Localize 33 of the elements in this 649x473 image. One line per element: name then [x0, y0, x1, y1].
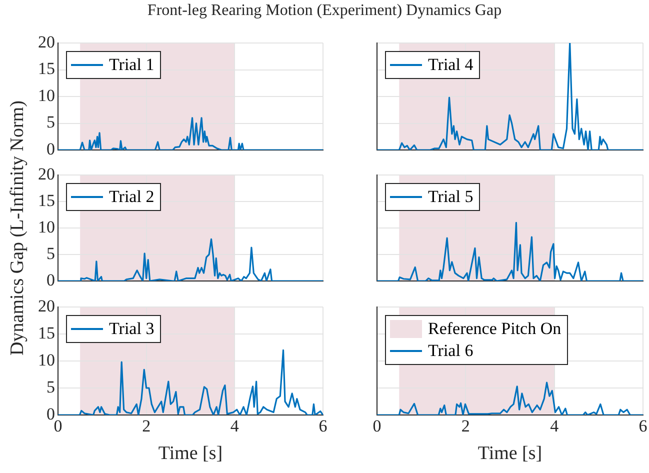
legend-label: Trial 6 — [428, 341, 474, 361]
x-axis-title: Time [s] — [157, 443, 224, 465]
y-tick-label: 20 — [38, 164, 55, 184]
x-tick-label: 4 — [230, 416, 240, 436]
x-tick-label: 2 — [461, 416, 470, 436]
legend-label: Trial 2 — [109, 187, 154, 207]
x-axis-title: Time [s] — [476, 443, 544, 465]
y-tick-label: 5 — [46, 112, 55, 132]
y-tick-label: 20 — [38, 32, 55, 52]
legend-label: Trial 3 — [109, 319, 154, 339]
y-axis-title: Dynamics Gap (L-Infinity Norm) — [7, 100, 29, 358]
x-tick-label: 4 — [550, 416, 560, 436]
x-tick-label: 6 — [318, 416, 328, 436]
legend-label: Trial 4 — [428, 55, 474, 75]
y-tick-label: 5 — [46, 244, 55, 263]
x-tick-label: 6 — [638, 416, 648, 436]
y-tick-label: 0 — [46, 270, 55, 290]
chart-title: Front-leg Rearing Motion (Experiment) Dynamics Gap — [146, 2, 503, 20]
band-label: Reference Pitch On — [428, 319, 562, 339]
y-tick-label: 20 — [38, 296, 55, 316]
y-tick-label: 15 — [38, 323, 55, 342]
y-tick-label: 15 — [38, 190, 55, 210]
x-tick-label: 2 — [142, 416, 151, 436]
legend-label: Trial 1 — [109, 55, 154, 75]
y-tick-label: 0 — [46, 139, 55, 158]
y-tick-label: 10 — [38, 350, 55, 370]
y-tick-label: 5 — [46, 377, 55, 396]
y-tick-label: 10 — [38, 86, 55, 105]
legend-label: Trial 5 — [428, 187, 474, 207]
y-tick-label: 10 — [38, 217, 55, 236]
y-tick-label: 0 — [46, 404, 55, 424]
x-tick-label: 0 — [372, 416, 382, 436]
y-tick-label: 15 — [38, 59, 55, 78]
